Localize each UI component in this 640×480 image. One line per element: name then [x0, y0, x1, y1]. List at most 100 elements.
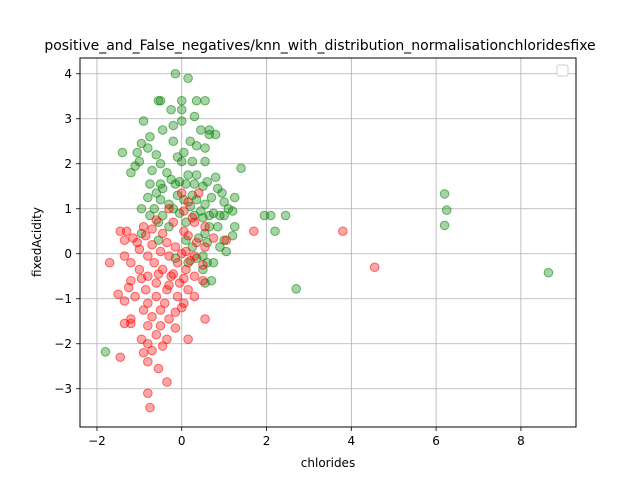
red-data-point	[155, 320, 166, 331]
red-data-point	[147, 345, 157, 356]
red-data-point	[123, 282, 134, 293]
red-data-point	[115, 226, 126, 237]
red-data-point	[183, 197, 193, 207]
green-data-point	[176, 104, 187, 115]
red-data-point	[155, 246, 166, 257]
red-data-point	[119, 296, 130, 306]
red-data-point	[187, 212, 198, 223]
green-data-point	[162, 167, 172, 178]
plot-frame	[79, 57, 577, 428]
red-data-point	[168, 217, 179, 228]
green-data-point	[170, 179, 181, 189]
red-data-point	[151, 278, 162, 288]
green-data-point	[183, 73, 193, 84]
red-data-point	[104, 257, 115, 268]
green-data-point	[441, 205, 452, 215]
green-data-point	[212, 221, 223, 232]
red-data-point	[126, 318, 136, 329]
green-data-point	[219, 197, 229, 207]
green-data-point	[200, 156, 210, 167]
green-data-point	[100, 347, 111, 357]
red-data-point	[249, 226, 259, 237]
y-tick-label: 3	[64, 112, 72, 126]
green-data-point	[265, 210, 276, 221]
red-data-point	[119, 251, 130, 261]
green-data-point	[198, 181, 208, 192]
x-axis-label: chlorides	[301, 456, 355, 470]
green-data-point	[270, 226, 280, 237]
red-data-point	[138, 305, 149, 315]
green-data-point	[439, 220, 450, 231]
green-data-point	[157, 125, 168, 135]
red-data-point	[147, 311, 157, 322]
green-data-point	[176, 116, 187, 126]
red-data-point	[179, 273, 189, 284]
x-tick-label: −2	[88, 434, 106, 448]
green-data-point	[187, 156, 198, 167]
red-data-point	[143, 388, 153, 399]
green-data-point	[221, 246, 232, 257]
red-data-point	[198, 260, 208, 270]
red-data-point	[138, 221, 149, 232]
green-data-point	[176, 156, 187, 167]
green-data-point	[210, 172, 221, 183]
red-data-point	[193, 188, 204, 198]
green-data-point	[170, 68, 181, 79]
red-data-point	[126, 257, 136, 268]
red-data-point	[151, 329, 162, 340]
green-data-point	[155, 158, 166, 169]
green-data-point	[145, 179, 155, 189]
red-data-point	[143, 251, 153, 261]
red-data-point	[183, 230, 193, 241]
green-data-point	[217, 188, 227, 198]
green-data-point	[191, 140, 202, 151]
red-data-point	[153, 363, 164, 374]
red-data-point	[208, 233, 219, 243]
green-data-point	[136, 138, 147, 149]
y-axis-label: fixedAcidity	[30, 207, 44, 277]
green-data-point	[130, 161, 140, 171]
y-tick-label: −3	[54, 382, 72, 396]
green-data-point	[183, 170, 193, 180]
green-data-point	[200, 95, 210, 106]
red-data-point	[338, 226, 348, 237]
green-data-point	[202, 237, 212, 248]
green-data-point	[215, 242, 225, 252]
green-data-point	[149, 203, 159, 214]
red-data-point	[164, 280, 174, 291]
y-tick-label: 2	[64, 157, 72, 171]
green-data-point	[157, 210, 168, 221]
green-data-point	[145, 131, 155, 142]
y-tick-label: 0	[64, 247, 72, 261]
green-data-point	[168, 120, 179, 131]
green-data-point	[191, 170, 202, 180]
red-data-point	[369, 262, 380, 273]
green-data-point	[138, 116, 149, 126]
green-data-point	[153, 95, 164, 106]
x-tick-label: 8	[517, 434, 525, 448]
green-data-point	[200, 199, 210, 210]
red-data-point	[221, 235, 232, 246]
x-tick-label: 2	[263, 434, 271, 448]
red-data-point	[183, 284, 193, 295]
green-data-point	[193, 233, 204, 243]
green-data-point	[151, 188, 162, 198]
red-data-point	[140, 230, 151, 241]
x-tick-label: 0	[178, 434, 186, 448]
green-data-point	[439, 189, 450, 199]
red-data-point	[143, 320, 153, 331]
red-data-point	[179, 206, 189, 216]
green-data-point	[185, 201, 196, 212]
red-data-point	[176, 188, 187, 198]
red-data-point	[162, 237, 172, 248]
red-data-point	[143, 338, 153, 349]
green-data-point	[143, 143, 153, 153]
red-data-point	[145, 402, 155, 413]
red-data-point	[172, 291, 183, 302]
red-data-point	[200, 242, 210, 252]
green-data-point	[208, 257, 219, 268]
red-data-point	[151, 291, 162, 302]
red-data-point	[157, 228, 168, 239]
x-tick-label: 4	[347, 434, 355, 448]
